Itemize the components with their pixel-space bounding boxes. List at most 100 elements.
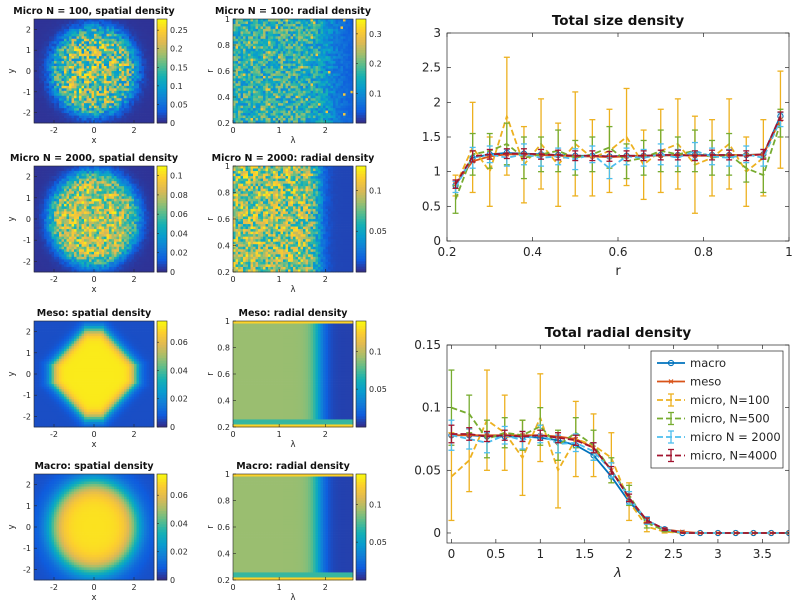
heatmap-cell — [333, 28, 336, 32]
heatmap-cell — [46, 26, 50, 30]
heatmap-cell — [308, 58, 311, 62]
heatmap-cell — [278, 78, 281, 82]
heatmap-cell — [305, 26, 309, 30]
heatmap-cell — [104, 173, 107, 177]
heatmap-cell — [235, 66, 239, 69]
heatmap-cell — [248, 56, 251, 59]
heatmap-cell — [46, 166, 50, 169]
heatmap-cell — [340, 78, 344, 82]
heatmap-cell — [36, 168, 40, 172]
heatmap-cell — [330, 115, 334, 119]
heatmap-cell — [139, 58, 142, 62]
heatmap-cell — [258, 43, 261, 47]
heatmap-cell — [99, 19, 102, 22]
heatmap-cell — [253, 46, 256, 50]
heatmap-cell — [303, 26, 306, 30]
heatmap-cell — [320, 98, 324, 102]
heatmap-cell — [315, 51, 319, 55]
heatmap-cell — [345, 105, 349, 109]
heatmap-cell — [293, 93, 296, 97]
heatmap-cell — [46, 53, 50, 57]
heatmap-cell — [116, 38, 120, 42]
heatmap-cell — [54, 181, 57, 185]
heatmap-cell — [340, 75, 344, 79]
heatmap-cell — [66, 36, 70, 40]
heatmap-cell — [149, 100, 152, 104]
heatmap-cell — [323, 95, 326, 99]
heatmap-cell — [240, 66, 244, 69]
heatmap-cell — [64, 196, 67, 200]
heatmap-cell — [328, 95, 331, 99]
heatmap-cell — [36, 196, 40, 200]
heatmap-cell — [350, 41, 354, 45]
heatmap-cell — [288, 75, 291, 79]
heatmap-cell — [96, 193, 100, 197]
heatmap-cell — [109, 36, 112, 40]
heatmap-cell — [39, 33, 42, 37]
heatmap-cell — [144, 31, 147, 35]
heatmap-cell — [69, 100, 72, 104]
heatmap-cell — [136, 206, 140, 210]
heatmap-cell — [64, 19, 67, 22]
heatmap-cell — [76, 38, 80, 42]
heatmap-cell — [41, 66, 45, 69]
heatmap-cell — [134, 28, 137, 32]
heatmap-cell — [144, 28, 147, 32]
heatmap-cell — [263, 90, 266, 94]
heatmap-cell — [270, 73, 274, 77]
heatmap-cell — [129, 48, 132, 52]
heatmap-cell — [131, 80, 135, 84]
heatmap-cell — [340, 85, 344, 89]
heatmap-cell — [146, 110, 150, 114]
heatmap-cell — [74, 33, 77, 37]
heatmap-cell — [270, 21, 274, 25]
heatmap-cell — [126, 56, 130, 59]
heatmap-cell — [235, 110, 239, 114]
heatmap-cell — [235, 95, 239, 99]
heatmap-cell — [84, 176, 87, 179]
heatmap-cell — [270, 95, 274, 99]
heatmap-cell — [66, 83, 70, 87]
heatmap-cell — [255, 98, 259, 102]
heatmap-cell — [41, 51, 45, 55]
heatmap-cell — [109, 110, 112, 114]
heatmap-cell — [101, 28, 105, 32]
heatmap-cell — [96, 105, 100, 109]
heatmap-cell — [34, 85, 37, 89]
heatmap-cell — [34, 108, 37, 111]
colorbar-step — [157, 71, 167, 74]
heatmap-cell — [268, 36, 271, 40]
heatmap-cell — [41, 93, 45, 97]
heatmap-cell — [61, 63, 65, 67]
heatmap-cell — [295, 83, 299, 87]
heatmap-cell — [59, 110, 62, 114]
heatmap-cell — [235, 21, 239, 25]
heatmap-cell — [54, 100, 57, 104]
heatmap-cell — [71, 181, 75, 185]
heatmap-cell — [348, 26, 351, 30]
heatmap-cell — [96, 100, 100, 104]
heatmap-cell — [136, 166, 140, 169]
heatmap-cell — [129, 118, 132, 121]
heatmap-cell — [39, 206, 42, 210]
heatmap-cell — [248, 31, 251, 35]
heatmap-cell — [260, 66, 264, 69]
heatmap-cell — [64, 201, 67, 205]
heatmap-cell — [96, 46, 100, 50]
heatmap-cell — [338, 73, 341, 77]
heatmap-cell — [81, 90, 85, 94]
heatmap-cell — [86, 43, 90, 47]
heatmap-cell — [104, 31, 107, 35]
heatmap-cell — [109, 188, 112, 192]
heatmap-cell — [96, 171, 100, 174]
heatmap-cell — [84, 78, 87, 82]
heatmap-cell — [290, 51, 294, 55]
heatmap-cell — [84, 41, 87, 45]
heatmap-cell — [238, 68, 241, 72]
heatmap-cell — [141, 183, 145, 187]
heatmap-cell — [126, 118, 130, 121]
heatmap-cell — [69, 98, 72, 102]
heatmap-cell — [111, 68, 115, 72]
heatmap-cell — [263, 75, 266, 79]
heatmap-cell — [61, 31, 65, 35]
